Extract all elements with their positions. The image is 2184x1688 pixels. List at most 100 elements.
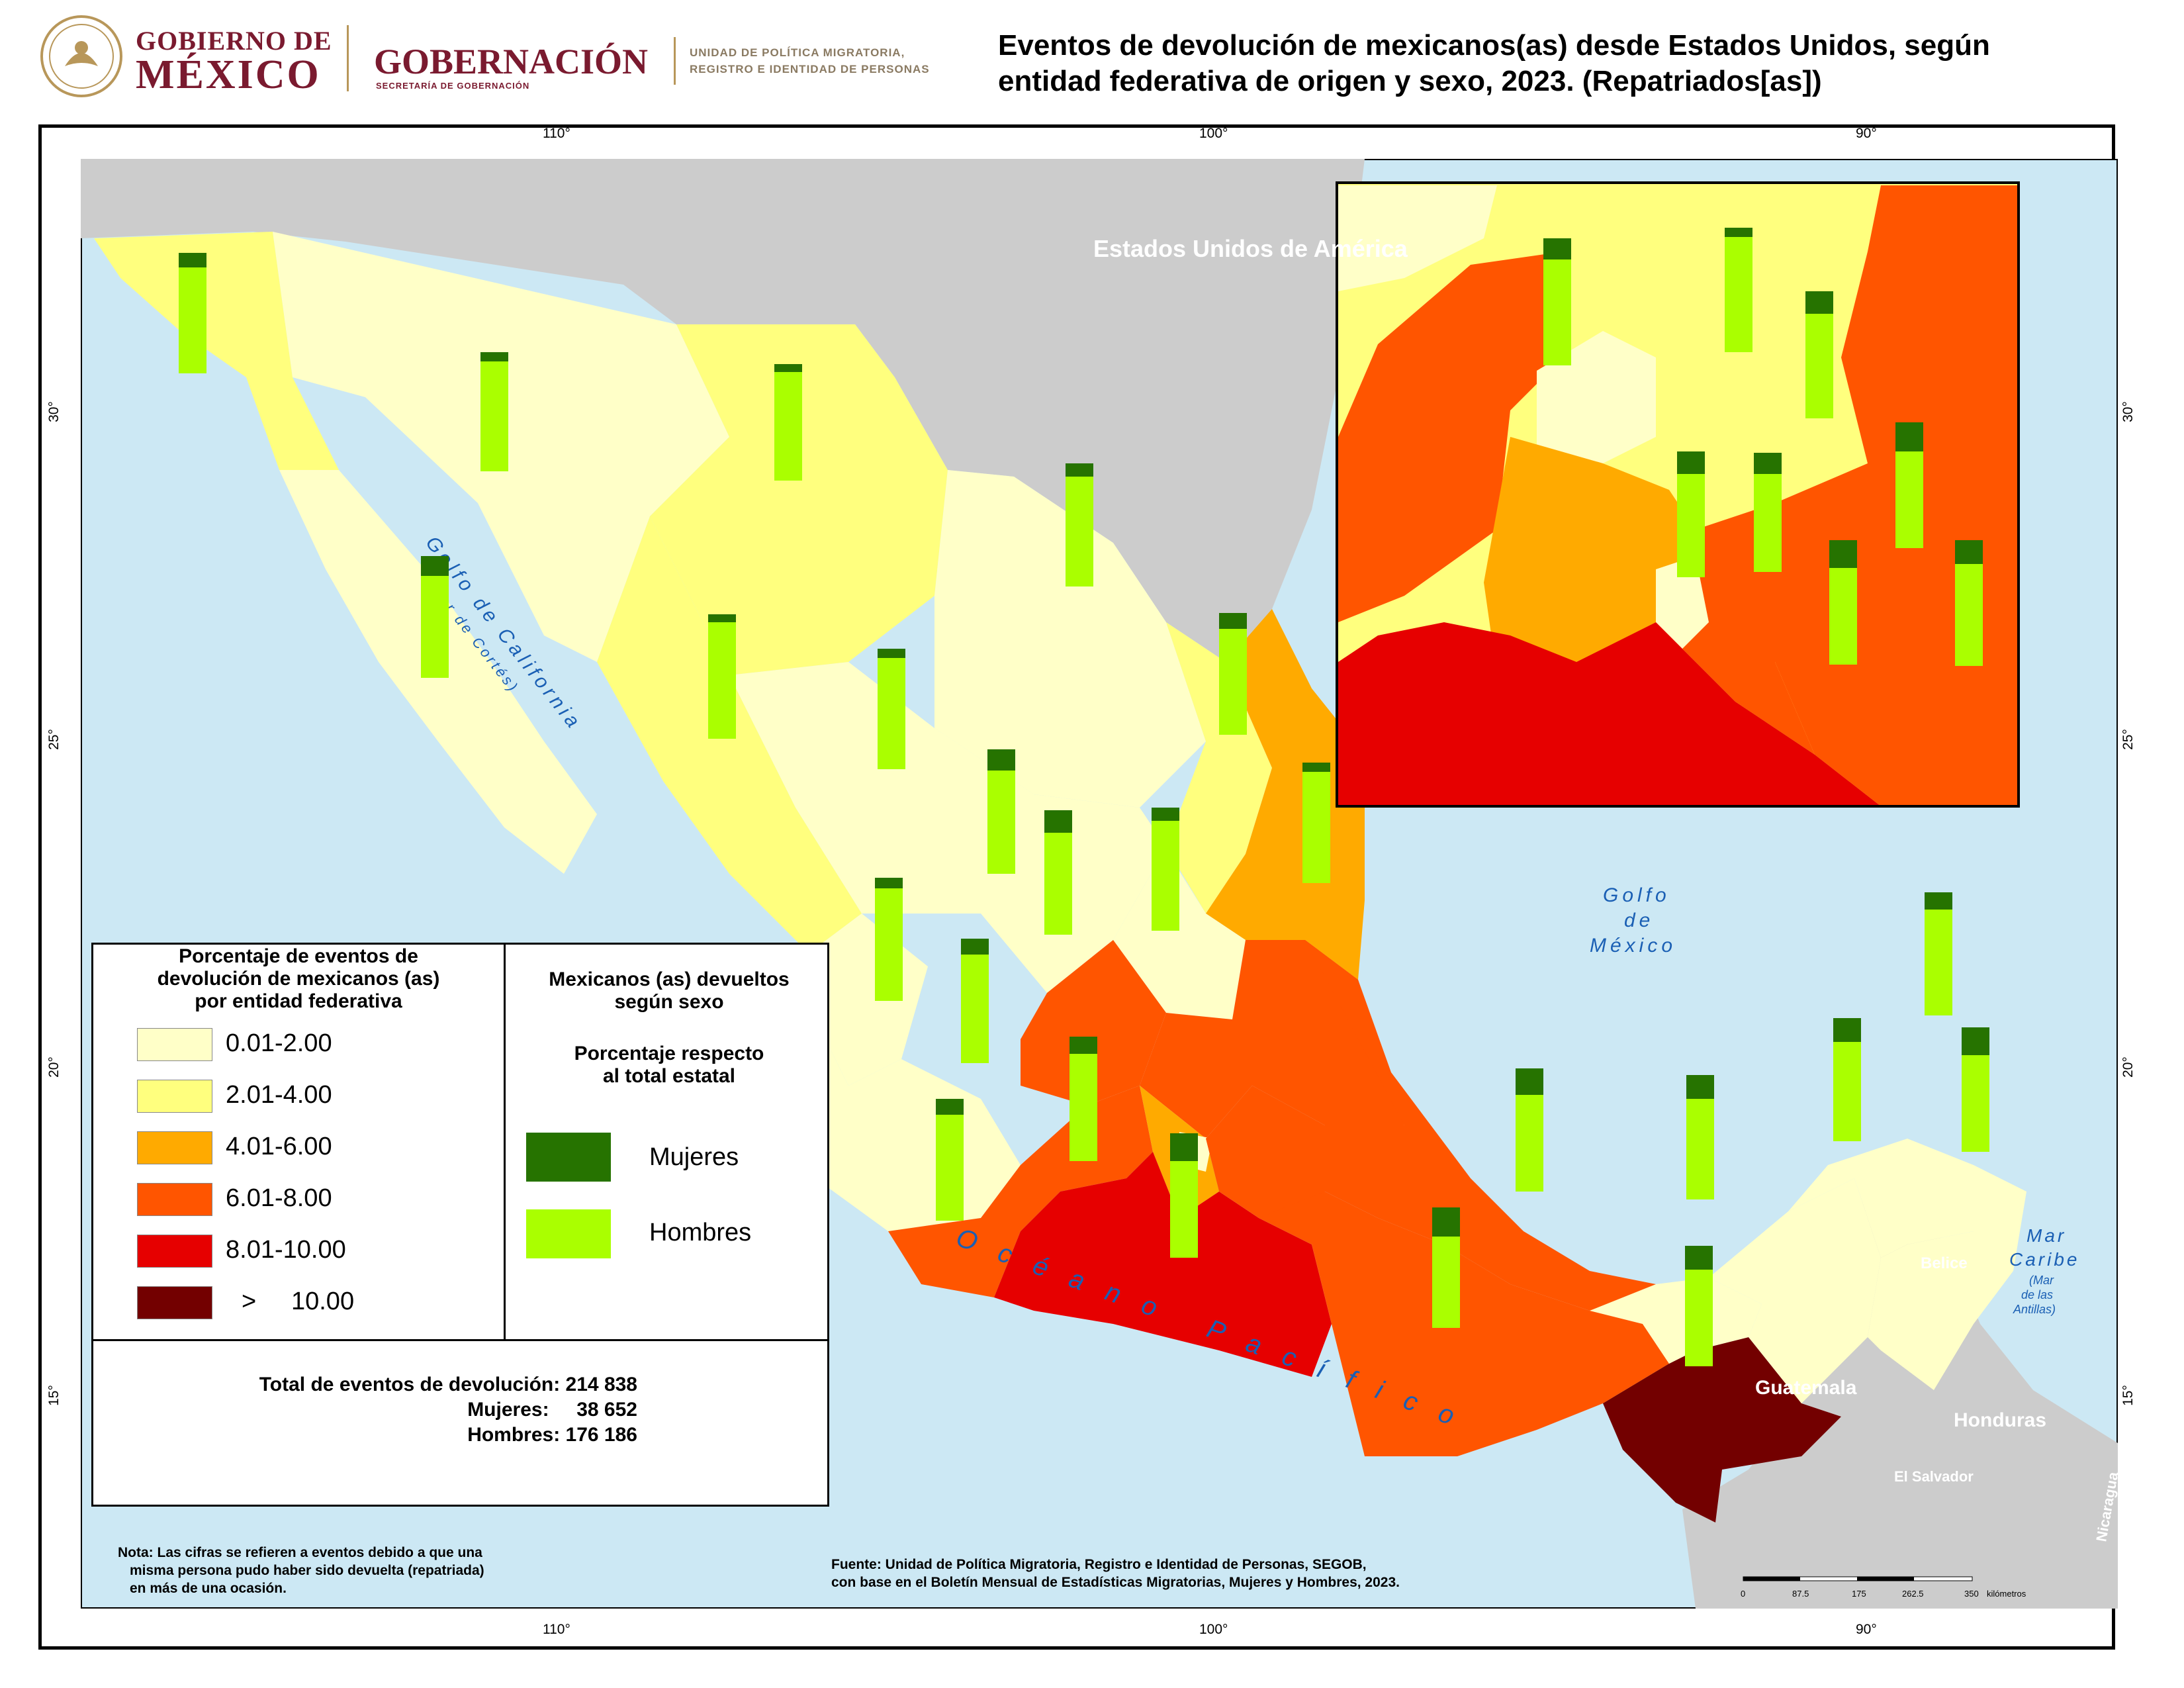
legend-class-1: 0.01-2.00 (226, 1029, 332, 1057)
yucatan-region (1788, 1139, 1974, 1258)
lat-label-25-left: 25° (46, 729, 62, 750)
bar-tamaulipas (1302, 763, 1330, 883)
lon-label-100-bottom: 100° (1199, 1622, 1228, 1637)
note-line2: misma persona pudo haber sido devuelta (… (130, 1563, 484, 1578)
legend-class-4: 6.01-8.00 (226, 1184, 332, 1212)
logo-mexico: MÉXICO (136, 52, 321, 97)
inset-bar-1 (1543, 238, 1571, 365)
label-caribbean-1: Mar (2026, 1225, 2066, 1246)
legend-swatch-1 (137, 1028, 212, 1061)
lat-label-25-right: 25° (2120, 729, 2136, 750)
label-honduras: Honduras (1954, 1409, 2046, 1431)
inset-guanajuato-region (1484, 437, 1696, 675)
legend-class-6: > 10.00 (242, 1288, 355, 1315)
inset-bar-8 (1955, 540, 1983, 666)
lat-label-30-left: 30° (46, 401, 62, 422)
label-belize: Belice (1921, 1254, 1968, 1272)
source-line1: Fuente: Unidad de Política Migratoria, R… (831, 1557, 1367, 1572)
bar-sonora (480, 352, 508, 471)
lat-label-20-left: 20° (46, 1056, 62, 1078)
header-divider (347, 25, 349, 91)
lon-label-100-top: 100° (1199, 126, 1228, 141)
legend-swatch-men (526, 1209, 611, 1258)
legend-swatch-4 (137, 1183, 212, 1216)
legend-swatch-5 (137, 1235, 212, 1268)
label-guatemala: Guatemala (1755, 1377, 1857, 1399)
lat-label-15-right: 15° (2120, 1385, 2136, 1406)
scale-bar: 0 87.5 175 262.5 350 kilómetros (1741, 1576, 2026, 1599)
inset-west-region (1338, 252, 1563, 622)
bar-guanajuato (1069, 1037, 1097, 1161)
scale-tick-2: 175 (1852, 1589, 1866, 1599)
note-line3: en más de una ocasión. (130, 1581, 287, 1596)
bar-bcs (421, 556, 449, 678)
legend-divider-h (93, 1339, 829, 1341)
label-gulf-mexico-1: Golfo (1603, 884, 1670, 906)
nuevo-leon-region (1166, 622, 1272, 914)
bar-colima (936, 1099, 964, 1221)
legend-swatch-women (526, 1133, 611, 1182)
unit-name-line2: REGISTRO E IDENTIDAD DE PERSONAS (690, 63, 930, 75)
campeche-region (1709, 1178, 1881, 1403)
total-men: Hombres: 176 186 (467, 1424, 637, 1446)
note-line1: Nota: Las cifras se refieren a eventos d… (118, 1545, 482, 1560)
legend-choropleth-title-3: por entidad federativa (195, 990, 402, 1012)
baja-california-region (94, 232, 339, 470)
central-america-landmass (1682, 1198, 2118, 1609)
scale-tick-4: 350 (1964, 1589, 1979, 1599)
legend-sex-title-1: Mexicanos (as) devueltos (549, 968, 790, 990)
ministry-name: GOBERNACIÓN (374, 42, 649, 81)
guerrero-region (994, 1152, 1332, 1377)
bar-tabasco (1686, 1075, 1714, 1199)
legend-class-3: 4.01-6.00 (226, 1133, 332, 1160)
ministry-subtitle: SECRETARÍA DE GOBERNACIÓN (376, 81, 530, 91)
inset-bar-5 (1677, 451, 1705, 577)
unit-name-line1: UNIDAD DE POLÍTICA MIGRATORIA, (690, 46, 905, 59)
lon-label-90-bottom: 90° (1856, 1622, 1877, 1637)
legend-swatch-3 (137, 1131, 212, 1164)
inset-bar-2 (1725, 228, 1752, 352)
map-title-line2: entidad federativa de origen y sexo, 202… (998, 65, 1822, 97)
oaxaca-region (1259, 1192, 1669, 1456)
legend-swatch-6 (137, 1286, 212, 1319)
bar-oaxaca (1432, 1207, 1460, 1328)
durango-region (729, 662, 1034, 914)
scale-unit: kilómetros (1987, 1589, 2026, 1599)
inset-north-pale-region (1338, 185, 1497, 291)
coahuila-region (934, 470, 1206, 808)
guanajuato-region (1021, 940, 1166, 1105)
lon-label-110-bottom: 110° (543, 1622, 570, 1637)
legend-class-2: 2.01-4.00 (226, 1081, 332, 1109)
label-usa: Estados Unidos de América (1093, 235, 1408, 262)
jalisco-region (802, 1033, 1021, 1231)
bar-baja-california (179, 253, 206, 373)
bar-michoacan (1170, 1133, 1198, 1258)
label-caribbean-3: (Mar (2029, 1274, 2054, 1287)
inset-bar-4 (1895, 422, 1923, 548)
usa-landmass (81, 159, 2118, 662)
bar-jalisco (961, 939, 989, 1063)
legend-class-5: 8.01-10.00 (226, 1236, 346, 1264)
mexico-seal-icon (40, 15, 122, 97)
inset-bar-7 (1829, 540, 1857, 665)
bar-sinaloa (708, 614, 736, 739)
legend-sex-title-2: según sexo (614, 991, 724, 1013)
header-divider-2 (674, 37, 676, 85)
lat-label-15-left: 15° (46, 1385, 62, 1406)
tabasco-region (1590, 1278, 1762, 1364)
bar-quintana-roo (1962, 1027, 1989, 1152)
inset-cdmx-pale-region (1656, 556, 1709, 649)
bar-san-luis-potosi (1152, 808, 1179, 931)
bar-durango (878, 649, 905, 769)
inset-bar-3 (1805, 291, 1833, 418)
inset-guerrero-region (1338, 622, 1881, 806)
lon-label-90-top: 90° (1856, 126, 1877, 141)
bar-nuevo-leon (1219, 613, 1247, 735)
lat-label-30-right: 30° (2120, 401, 2136, 422)
logo-gobierno-de: GOBIERNO DE (136, 26, 332, 56)
legend-sex-sub-1: Porcentaje respecto (574, 1043, 764, 1064)
label-gulf-mexico-3: México (1590, 935, 1676, 957)
lat-label-20-right: 20° (2120, 1056, 2136, 1078)
label-caribbean-2: Caribe (2009, 1249, 2079, 1270)
label-el-salvador: El Salvador (1894, 1468, 1974, 1485)
